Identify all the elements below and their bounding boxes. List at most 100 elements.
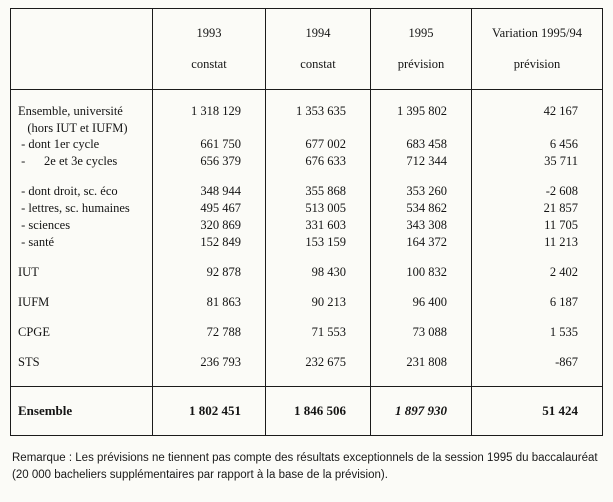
value-1994: [265, 251, 371, 264]
value-1994: 513 005: [265, 200, 371, 217]
value-variation: -867: [471, 354, 603, 387]
value-1993: [152, 170, 266, 183]
column-header-empty: [10, 8, 153, 90]
column-header-1993: 1993 constat: [152, 8, 266, 90]
column-header-kind: constat: [300, 57, 336, 71]
spacer-row: [10, 251, 603, 264]
value-variation: 2 402: [471, 264, 603, 281]
row-label: [10, 251, 153, 264]
footer-value-1993: 1 802 451: [152, 386, 266, 436]
value-1993: 348 944: [152, 183, 266, 200]
value-1993: 320 869: [152, 217, 266, 234]
row-label: - 2e et 3e cycles: [10, 153, 153, 170]
value-variation: -2 608: [471, 183, 603, 200]
table-row: (hors IUT et IUFM): [10, 120, 603, 136]
value-1993: [152, 120, 266, 136]
value-1995: [370, 311, 472, 324]
value-variation: [471, 170, 603, 183]
column-header-1994: 1994 constat: [265, 8, 371, 90]
row-label: STS: [10, 354, 153, 387]
value-1994: 677 002: [265, 136, 371, 153]
value-1994: 71 553: [265, 324, 371, 341]
value-1995: 343 308: [370, 217, 472, 234]
row-label: IUT: [10, 264, 153, 281]
value-1995: [370, 120, 472, 136]
column-header-kind: prévision: [397, 57, 445, 71]
table-row: Ensemble, université 1 318 129 1 353 635 1 …: [10, 89, 603, 120]
spacer-row: [10, 281, 603, 294]
column-header-variation: Variation 1995/94 prévision: [471, 8, 603, 90]
enrollment-table: 1993 constat 1994 constat 1995 prévision…: [10, 8, 603, 436]
table-row: - dont droit, sc. éco 348 944 355 868 353 2…: [10, 183, 603, 200]
header-row: 1993 constat 1994 constat 1995 prévision…: [10, 8, 603, 90]
value-1995: 100 832: [370, 264, 472, 281]
column-header-year: Variation 1995/94: [492, 26, 582, 40]
table-row: IUT 92 878 98 430 100 832 2 402: [10, 264, 603, 281]
value-variation: [471, 251, 603, 264]
value-1994: 232 675: [265, 354, 371, 387]
value-variation: [471, 120, 603, 136]
value-1993: 661 750: [152, 136, 266, 153]
column-header-year: 1994: [305, 26, 331, 40]
value-1995: [370, 251, 472, 264]
value-1993: 495 467: [152, 200, 266, 217]
table-header: 1993 constat 1994 constat 1995 prévision…: [10, 8, 603, 90]
value-1995: 73 088: [370, 324, 472, 341]
table-row: CPGE 72 788 71 553 73 088 1 535: [10, 324, 603, 341]
table-row: STS 236 793 232 675 231 808 -867: [10, 354, 603, 387]
value-variation: [471, 341, 603, 354]
value-variation: 11 705: [471, 217, 603, 234]
value-1995: 683 458: [370, 136, 472, 153]
row-label: [10, 311, 153, 324]
value-variation: [471, 311, 603, 324]
row-label: IUFM: [10, 294, 153, 311]
value-1994: 331 603: [265, 217, 371, 234]
value-1995: 353 260: [370, 183, 472, 200]
value-variation: 1 535: [471, 324, 603, 341]
value-variation: 21 857: [471, 200, 603, 217]
value-1994: [265, 170, 371, 183]
value-variation: 6 456: [471, 136, 603, 153]
spacer-row: [10, 311, 603, 324]
value-variation: 35 711: [471, 153, 603, 170]
value-1993: 236 793: [152, 354, 266, 387]
value-1994: 355 868: [265, 183, 371, 200]
value-1993: 72 788: [152, 324, 266, 341]
row-label: [10, 341, 153, 354]
table-row: IUFM 81 863 90 213 96 400 6 187: [10, 294, 603, 311]
value-variation: 6 187: [471, 294, 603, 311]
value-1993: 81 863: [152, 294, 266, 311]
footer-value-1994: 1 846 506: [265, 386, 371, 436]
value-1993: 152 849: [152, 234, 266, 251]
row-label: [10, 281, 153, 294]
value-1995: 96 400: [370, 294, 472, 311]
value-1994: 90 213: [265, 294, 371, 311]
spacer-row: [10, 170, 603, 183]
value-1995: 164 372: [370, 234, 472, 251]
value-1995: 534 862: [370, 200, 472, 217]
row-label: Ensemble, université: [10, 89, 153, 120]
value-1994: 1 353 635: [265, 89, 371, 120]
value-1994: [265, 311, 371, 324]
value-1994: [265, 281, 371, 294]
value-1995: [370, 341, 472, 354]
table-row: - santé 152 849 153 159 164 372 11 213: [10, 234, 603, 251]
column-header-kind: prévision: [513, 57, 561, 71]
footer-label: Ensemble: [10, 386, 153, 436]
value-1993: 92 878: [152, 264, 266, 281]
value-1994: 153 159: [265, 234, 371, 251]
value-variation: [471, 281, 603, 294]
table-row: - sciences 320 869 331 603 343 308 11 705: [10, 217, 603, 234]
row-label: (hors IUT et IUFM): [10, 120, 153, 136]
value-1994: 98 430: [265, 264, 371, 281]
value-1994: [265, 120, 371, 136]
table-footer-row: Ensemble 1 802 451 1 846 506 1 897 930 5…: [10, 386, 603, 436]
value-1993: 1 318 129: [152, 89, 266, 120]
value-1995: 712 344: [370, 153, 472, 170]
value-1995: [370, 170, 472, 183]
table-row: - dont 1er cycle 661 750 677 002 683 458 6 4…: [10, 136, 603, 153]
row-label: - dont 1er cycle: [10, 136, 153, 153]
remark-text: Remarque : Les prévisions ne tiennent pa…: [12, 452, 598, 482]
row-label: - sciences: [10, 217, 153, 234]
document-page: 1993 constat 1994 constat 1995 prévision…: [10, 8, 603, 482]
